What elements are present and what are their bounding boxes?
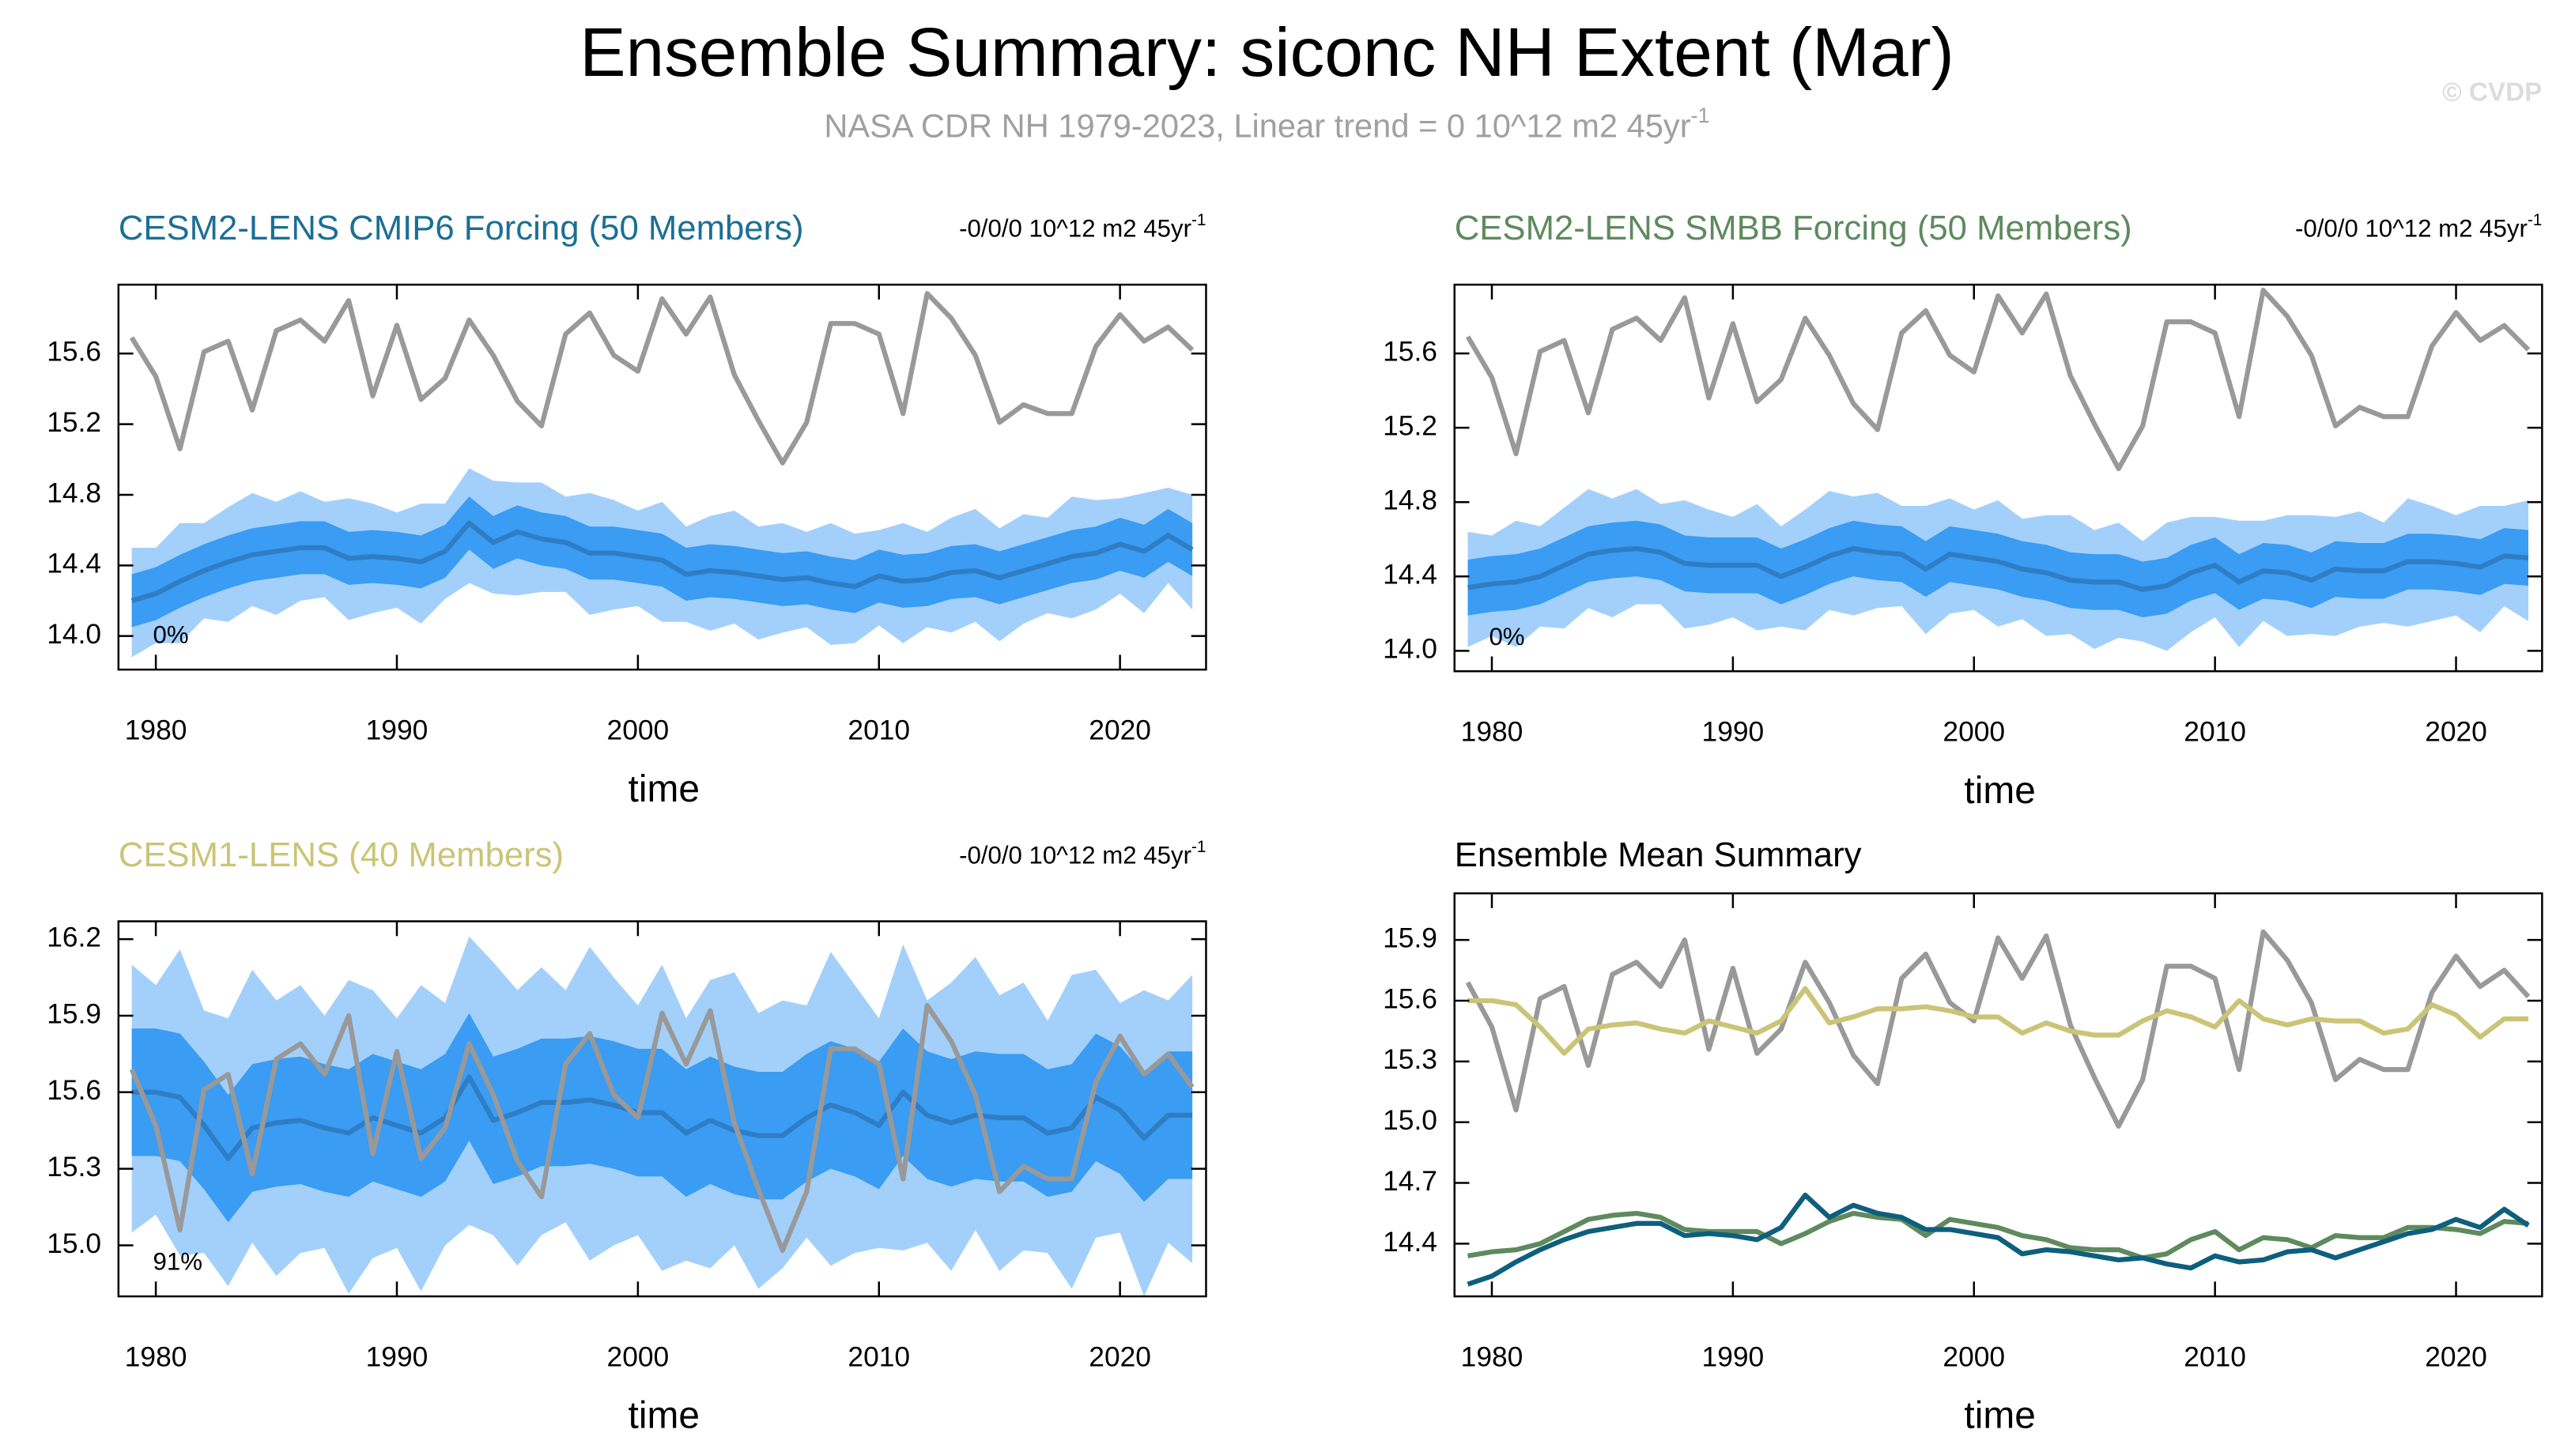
x-tick-label: 1980 bbox=[125, 715, 187, 746]
series-line bbox=[130, 520, 1194, 603]
trend-text: -0/0/0 10^12 m2 45yr bbox=[959, 842, 1191, 869]
percent-label: 91% bbox=[153, 1248, 202, 1276]
y-tick-label: 15.9 bbox=[1383, 922, 1437, 953]
subtitle-text: NASA CDR NH 1979-2023, Linear trend = 0 … bbox=[824, 107, 1690, 144]
panel-title: Ensemble Mean Summary bbox=[1455, 836, 1862, 874]
x-tick-label: 2000 bbox=[607, 1341, 670, 1372]
trend-label: -0/0/0 10^12 m2 45yr-1 bbox=[2295, 210, 2542, 242]
series-line bbox=[1465, 288, 2531, 472]
x-axis-label: time bbox=[1964, 1395, 2035, 1437]
y-tick-label: 15.2 bbox=[47, 407, 101, 438]
y-tick-label: 14.8 bbox=[47, 477, 101, 508]
y-tick-label: 14.0 bbox=[1383, 634, 1437, 665]
trend-text: -0/0/0 10^12 m2 45yr bbox=[959, 215, 1191, 243]
x-tick-label: 2000 bbox=[1943, 717, 2005, 748]
panel: CESM2-LENS SMBB Forcing (50 Members) -0/0… bbox=[1383, 209, 2543, 812]
trend-label: -0/0/0 10^12 m2 45yr-1 bbox=[959, 837, 1206, 869]
x-tick-label: 2020 bbox=[1089, 715, 1151, 746]
y-tick-label: 14.0 bbox=[47, 619, 101, 650]
series-line bbox=[129, 1002, 1195, 1254]
x-tick-label: 2010 bbox=[848, 1341, 910, 1372]
trend-text: -0/0/0 10^12 m2 45yr bbox=[2295, 215, 2528, 243]
x-axis-label: time bbox=[1964, 770, 2035, 812]
y-tick-label: 14.8 bbox=[1383, 485, 1437, 516]
trend-label: -0/0/0 10^12 m2 45yr-1 bbox=[959, 210, 1206, 242]
x-tick-label: 1990 bbox=[366, 1341, 429, 1372]
plot-frame bbox=[117, 920, 1207, 1298]
series-line bbox=[1467, 1210, 2529, 1261]
y-tick-label: 14.4 bbox=[1383, 1227, 1437, 1258]
x-tick-label: 1980 bbox=[1461, 1341, 1523, 1372]
x-tick-label: 2000 bbox=[607, 715, 670, 746]
series-line bbox=[1467, 545, 2529, 592]
y-tick-label: 14.7 bbox=[1383, 1166, 1437, 1197]
y-tick-label: 15.2 bbox=[1383, 411, 1437, 442]
x-axis-label: time bbox=[629, 768, 700, 810]
plot-frame bbox=[1453, 283, 2543, 673]
x-axis-label: time bbox=[629, 1395, 700, 1437]
trend-sup: -1 bbox=[2528, 210, 2543, 228]
x-tick-label: 1990 bbox=[1702, 717, 1765, 748]
panel-title: CESM1-LENS (40 Members) bbox=[119, 836, 564, 874]
y-tick-label: 15.6 bbox=[1383, 983, 1437, 1014]
x-tick-label: 2020 bbox=[1089, 1341, 1151, 1372]
y-tick-label: 14.4 bbox=[47, 549, 101, 579]
x-tick-label: 1990 bbox=[1702, 1341, 1765, 1372]
x-tick-label: 2020 bbox=[2425, 717, 2487, 748]
band bbox=[1467, 520, 2528, 618]
series-line bbox=[131, 1074, 1193, 1161]
plot-frame bbox=[117, 283, 1207, 671]
x-tick-label: 1980 bbox=[1461, 717, 1523, 748]
x-tick-label: 2010 bbox=[848, 715, 910, 746]
percent-label: 0% bbox=[1489, 623, 1524, 651]
x-tick-label: 1990 bbox=[366, 715, 429, 746]
panel: CESM1-LENS (40 Members) -0/0/0 10^12 m2 4… bbox=[47, 836, 1207, 1437]
copyright: © CVDP bbox=[2442, 78, 2542, 108]
panel: Ensemble Mean Summary 14.4 14.7 15.0 15.3 15.… bbox=[1383, 836, 2543, 1437]
y-tick-label: 15.3 bbox=[1383, 1044, 1437, 1075]
y-tick-label: 15.6 bbox=[47, 1075, 101, 1106]
y-tick-label: 15.0 bbox=[1383, 1105, 1437, 1136]
subtitle-sup: -1 bbox=[1691, 104, 1710, 127]
y-tick-label: 14.4 bbox=[1383, 560, 1437, 590]
percent-label: 0% bbox=[153, 621, 189, 649]
series-line bbox=[1467, 986, 2528, 1056]
x-tick-label: 2000 bbox=[1943, 1341, 2005, 1372]
panel-title: CESM2-LENS SMBB Forcing (50 Members) bbox=[1455, 209, 2132, 247]
band bbox=[131, 1013, 1193, 1223]
y-tick-label: 15.6 bbox=[47, 337, 101, 368]
y-tick-label: 15.3 bbox=[47, 1152, 101, 1183]
series-line bbox=[129, 291, 1195, 466]
x-tick-label: 2010 bbox=[2184, 1341, 2246, 1372]
y-tick-label: 15.6 bbox=[1383, 336, 1437, 367]
subtitle: NASA CDR NH 1979-2023, Linear trend = 0 … bbox=[824, 104, 1709, 144]
panel-title: CESM2-LENS CMIP6 Forcing (50 Members) bbox=[119, 209, 804, 247]
x-tick-label: 1980 bbox=[125, 1341, 187, 1372]
panel: CESM2-LENS CMIP6 Forcing (50 Members) -0/… bbox=[47, 209, 1207, 810]
x-tick-label: 2010 bbox=[2184, 717, 2246, 748]
y-tick-label: 15.9 bbox=[47, 998, 101, 1029]
x-tick-label: 2020 bbox=[2425, 1341, 2487, 1372]
series-line bbox=[1465, 929, 2531, 1129]
trend-sup: -1 bbox=[1191, 210, 1206, 228]
series-line bbox=[1467, 1192, 2530, 1287]
y-tick-label: 16.2 bbox=[47, 922, 101, 952]
y-tick-label: 15.0 bbox=[47, 1228, 101, 1259]
trend-sup: -1 bbox=[1191, 837, 1206, 855]
plot-frame bbox=[1453, 892, 2543, 1298]
main-title: Ensemble Summary: siconc NH Extent (Mar) bbox=[580, 13, 1954, 91]
